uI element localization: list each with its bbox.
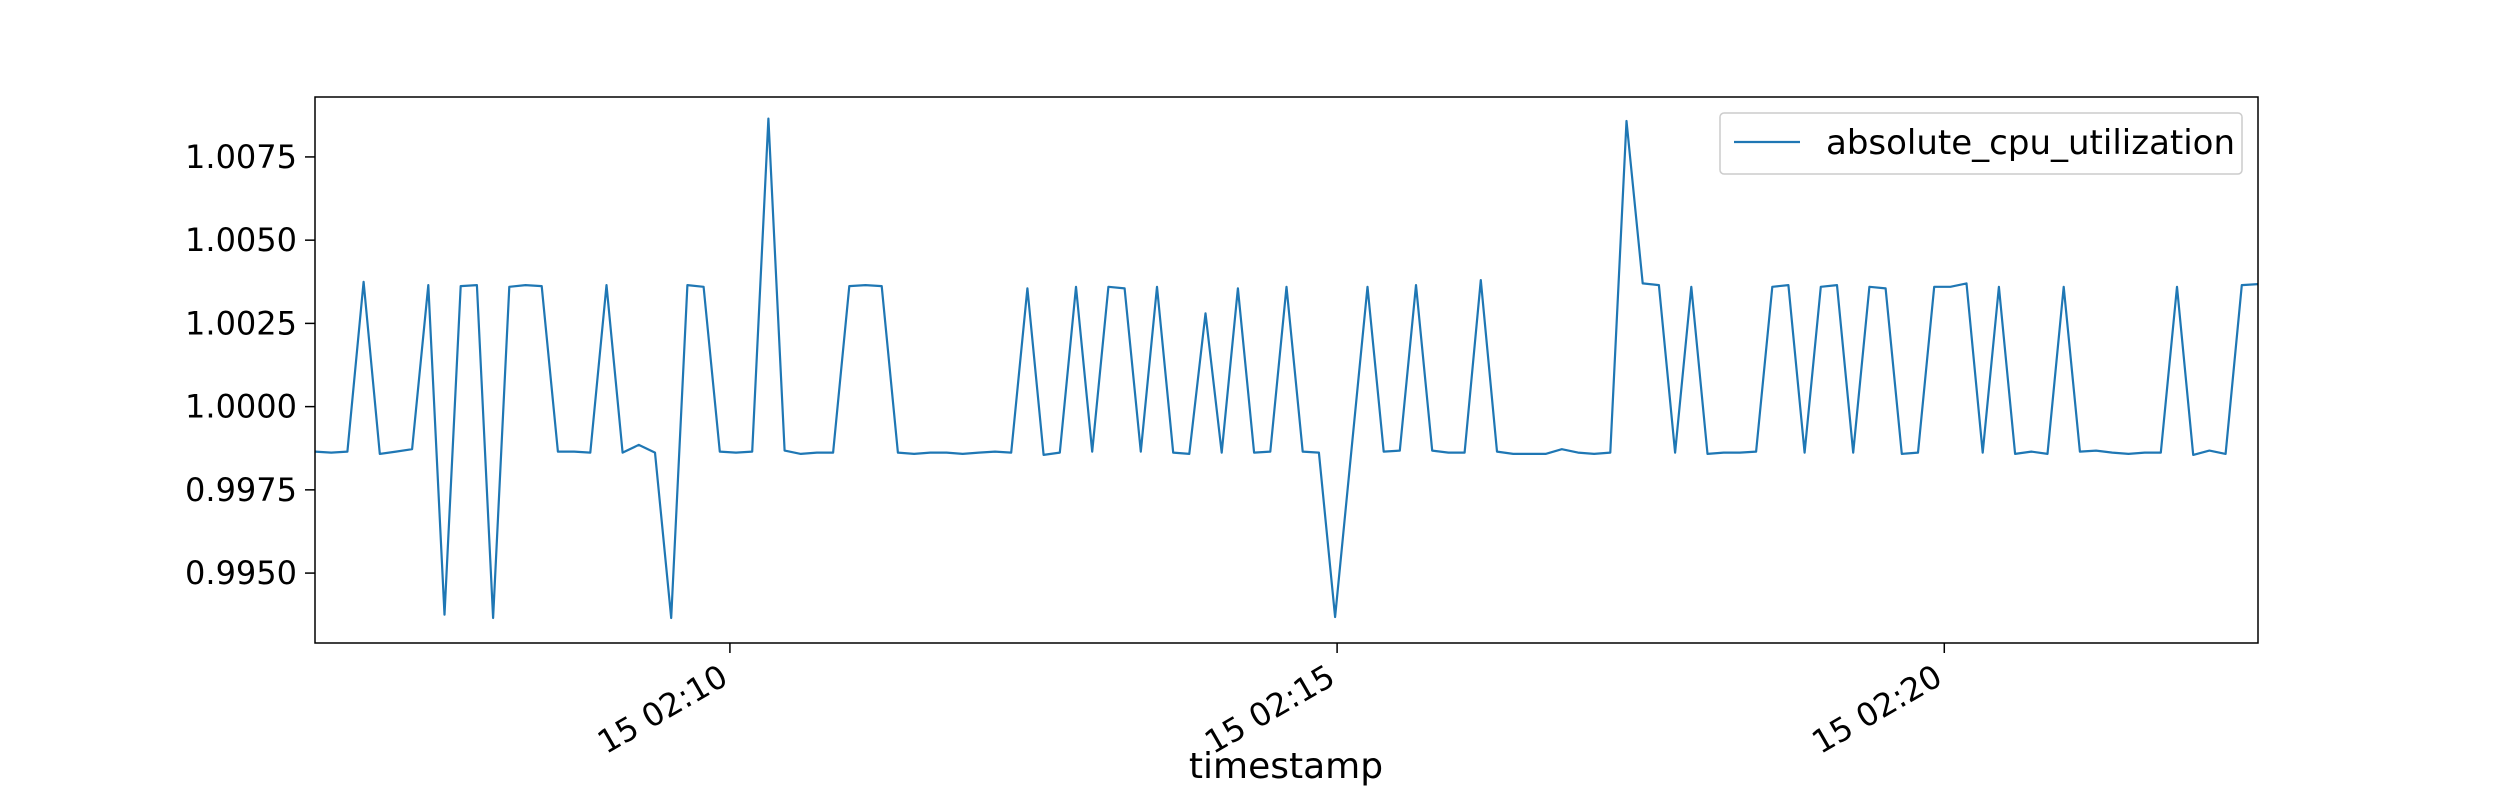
x-axis-title: timestamp	[1189, 746, 1383, 787]
y-tick-label: 1.0050	[185, 221, 297, 259]
legend: absolute_cpu_utilization	[1719, 112, 2243, 175]
x-axis: 15 02:10 15 02:15 15 02:20	[591, 643, 1948, 761]
legend-box	[1719, 112, 2243, 175]
plot-frame	[314, 96, 2259, 644]
y-tick-label: 0.9975	[185, 471, 297, 509]
y-tick-label: 1.0025	[185, 304, 297, 342]
y-tick-label: 1.0000	[185, 388, 297, 426]
y-tick-label: 0.9950	[185, 554, 297, 592]
plot-series	[314, 117, 2259, 620]
legend-label: absolute_cpu_utilization	[1826, 123, 2235, 163]
x-tick-label: 15 02:10	[591, 657, 734, 761]
series-line-absolute-cpu-utilization	[314, 117, 2259, 620]
y-axis: 0.9950 0.9975 1.0000 1.0025 1.0050 1.0075	[185, 138, 315, 592]
y-tick-label: 1.0075	[185, 138, 297, 176]
x-tick-label: 15 02:20	[1805, 657, 1948, 761]
